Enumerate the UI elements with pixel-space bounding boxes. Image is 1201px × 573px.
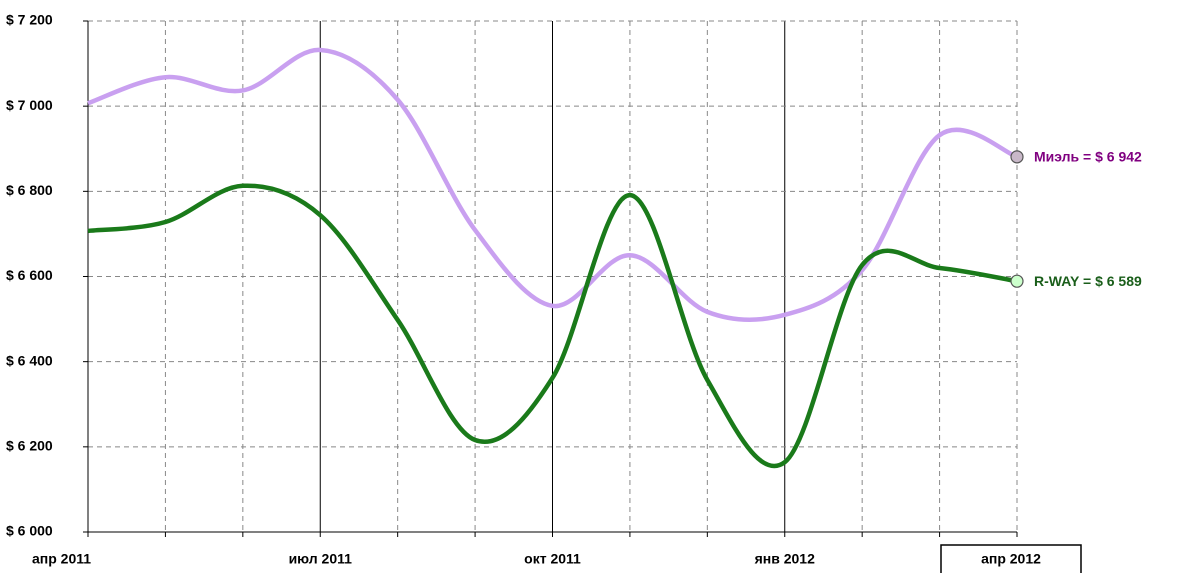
end-marker [1010,274,1024,288]
label-box [940,544,1082,573]
x-tick-label: янв 2012 [755,551,815,567]
series-line [87,183,1018,469]
x-tick-label: июл 2011 [289,551,353,567]
y-tick-label: $ 6 400 [6,352,53,368]
y-tick-label: $ 7 200 [6,12,53,28]
series-line [87,47,1018,322]
y-tick-label: $ 7 000 [6,97,53,113]
series-annotation: R-WAY = $ 6 589 [1034,273,1142,289]
y-tick-label: $ 6 200 [6,438,53,454]
y-tick-label: $ 6 600 [6,267,53,283]
x-tick-label: окт 2011 [524,551,581,567]
y-tick-label: $ 6 800 [6,182,53,198]
x-tick-label: апр 2011 [32,551,91,567]
x-tick-label: апр 2012 [981,551,1041,567]
series-annotation: Миэль = $ 6 942 [1034,149,1142,165]
end-marker [1010,150,1024,164]
y-tick-label: $ 6 000 [6,523,53,539]
